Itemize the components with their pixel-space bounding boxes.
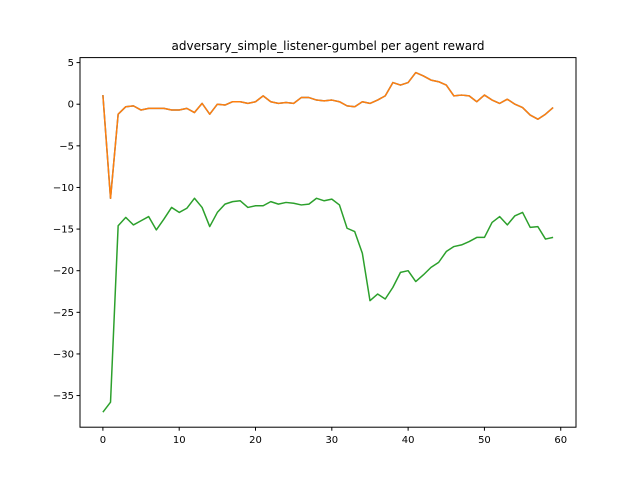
series-layer xyxy=(102,71,554,413)
plot-frame xyxy=(79,57,577,428)
y-tick-label: −15 xyxy=(53,225,74,236)
y-tick-label: −10 xyxy=(53,183,74,194)
y-tick-label: −20 xyxy=(53,266,74,277)
series-line-2 xyxy=(102,197,554,413)
y-tick-label: −35 xyxy=(53,391,74,402)
x-tick-label: 30 xyxy=(325,435,338,446)
x-axis: 0 10 20 30 40 50 60 xyxy=(100,427,567,446)
y-tick-label: −5 xyxy=(59,141,74,152)
x-tick-label: 50 xyxy=(478,435,491,446)
series-line-1 xyxy=(102,71,554,200)
x-tick-label: 40 xyxy=(402,435,415,446)
x-tick-label: 20 xyxy=(249,435,262,446)
x-tick-label: 0 xyxy=(100,435,106,446)
x-tick-label: 10 xyxy=(173,435,186,446)
y-tick-label: −30 xyxy=(53,349,74,360)
y-tick-label: −25 xyxy=(53,308,74,319)
y-axis: 5 0 −5 −10 −15 −20 −25 −30 −35 xyxy=(53,58,80,402)
x-tick-label: 60 xyxy=(554,435,567,446)
series-line-0 xyxy=(102,71,554,200)
chart-title: adversary_simple_listener-gumbel per age… xyxy=(172,39,485,53)
y-tick-label: 0 xyxy=(68,100,74,111)
y-tick-label: 5 xyxy=(68,58,74,69)
